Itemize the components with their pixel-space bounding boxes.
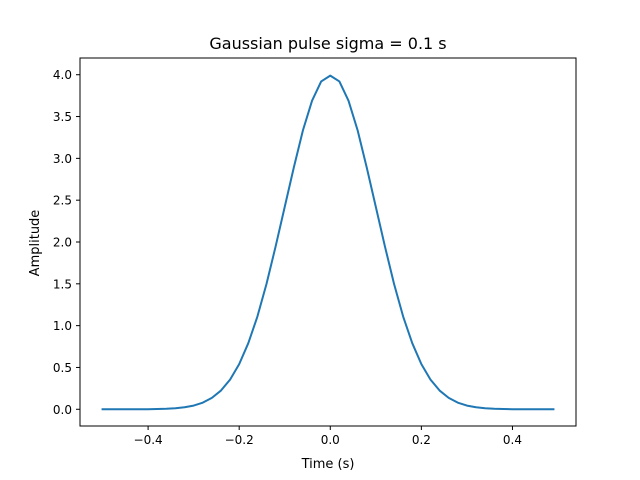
axes-frame <box>79 57 577 427</box>
x-tick-label: 0.4 <box>503 433 522 447</box>
x-tick-label: 0.0 <box>321 433 340 447</box>
y-tick-label: 0.5 <box>53 361 72 375</box>
y-tick-label: 1.0 <box>53 319 72 333</box>
y-tick-label: 2.0 <box>53 236 72 250</box>
x-axis-label: Time (s) <box>301 457 355 472</box>
y-tick-label: 4.0 <box>53 68 72 82</box>
chart-title: Gaussian pulse sigma = 0.1 s <box>209 34 446 53</box>
y-tick-label: 2.5 <box>53 194 72 208</box>
series-line-0 <box>101 74 555 411</box>
x-tick-label: −0.4 <box>134 433 163 447</box>
x-tick-label: −0.2 <box>225 433 254 447</box>
y-tick-label: 3.5 <box>53 110 72 124</box>
y-axis-label: Amplitude <box>28 210 43 277</box>
y-tick-label: 1.5 <box>53 277 72 291</box>
y-tick-label: 3.0 <box>53 152 72 166</box>
plot-area: −0.4 −0.2 0.0 0.2 0.4 0.0 0.5 1.0 1.5 2.0 2.5 3.0 3.… <box>53 57 577 447</box>
x-tick-label: 0.2 <box>412 433 431 447</box>
y-tick-label: 0.0 <box>53 403 72 417</box>
